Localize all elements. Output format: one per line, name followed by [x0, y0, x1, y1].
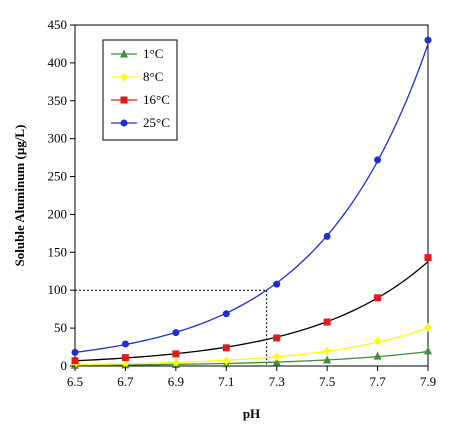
x-axis-title: pH: [243, 406, 260, 421]
data-point: [222, 344, 230, 352]
data-point: [323, 232, 331, 240]
y-tick-label: 300: [48, 131, 68, 146]
data-point: [424, 346, 432, 355]
y-axis: 0 50 100 150 200 250 300 350 400 450: [48, 17, 75, 373]
data-point: [424, 36, 432, 44]
data-point: [172, 329, 180, 337]
series-3: [71, 36, 432, 356]
y-tick-label: 150: [48, 244, 68, 259]
data-point: [374, 156, 382, 164]
series-line: [74, 261, 429, 362]
x-tick-label: 7.7: [369, 374, 386, 389]
x-tick-label: 6.9: [168, 374, 184, 389]
x-tick-label: 6.5: [67, 374, 83, 389]
data-point: [273, 280, 281, 288]
x-tick-label: 7.1: [218, 374, 234, 389]
data-point: [121, 340, 129, 348]
data-point: [222, 356, 230, 366]
legend-marker: [120, 119, 128, 127]
data-point: [424, 322, 432, 332]
data-point: [323, 346, 331, 356]
x-tick-label: 7.5: [319, 374, 335, 389]
legend-marker: [120, 72, 128, 82]
y-tick-label: 200: [48, 206, 68, 221]
x-tick-label: 6.7: [117, 374, 134, 389]
y-axis-title: Soluble Aluminum (µg/L): [12, 125, 27, 267]
plot-area: [71, 24, 432, 369]
legend-marker: [120, 96, 128, 104]
data-point: [71, 357, 79, 365]
series-layer: [71, 36, 432, 369]
x-tick-label: 7.3: [269, 374, 285, 389]
data-point: [272, 357, 281, 366]
data-point: [121, 354, 129, 362]
data-point: [273, 352, 281, 362]
y-tick-label: 0: [61, 358, 68, 373]
x-axis: 6.5 6.7 6.9 7.1 7.3 7.5 7.7 7.9: [67, 366, 436, 389]
legend-label: 1°C: [143, 46, 163, 61]
data-point: [323, 318, 331, 326]
legend-label: 8°C: [143, 69, 163, 84]
series-line: [74, 350, 429, 366]
reference-lines: [75, 289, 268, 366]
series-line: [74, 327, 429, 366]
legend: 1°C 8°C 16°C 25°C: [102, 39, 178, 141]
legend-label: 25°C: [143, 115, 170, 130]
legend-marker: [120, 49, 128, 58]
y-tick-label: 350: [48, 93, 68, 108]
data-point: [374, 336, 382, 346]
data-point: [373, 351, 382, 360]
data-point: [323, 355, 332, 364]
series-2: [71, 254, 432, 365]
data-point: [121, 359, 129, 369]
y-tick-label: 400: [48, 55, 68, 70]
y-tick-label: 250: [48, 169, 68, 184]
plot-frame: [74, 24, 429, 367]
y-tick-label: 100: [48, 282, 68, 297]
series-line: [74, 43, 429, 353]
y-tick-label: 50: [54, 320, 67, 335]
data-point: [374, 294, 382, 302]
data-point: [172, 350, 180, 358]
data-point: [424, 254, 432, 262]
data-point: [172, 358, 180, 368]
data-point: [71, 348, 79, 356]
data-point: [273, 334, 281, 342]
data-point: [222, 310, 230, 318]
legend-label: 16°C: [143, 92, 170, 107]
y-tick-label: 450: [48, 17, 68, 32]
x-tick-label: 7.9: [420, 374, 436, 389]
